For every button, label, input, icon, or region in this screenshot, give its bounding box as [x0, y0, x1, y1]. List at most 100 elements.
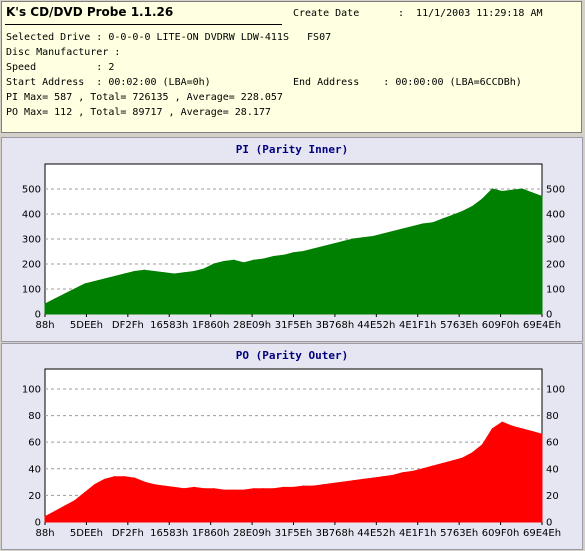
po-y-tick-left: 80 — [28, 411, 41, 422]
pi-x-tick-label: 28E09h — [233, 320, 271, 331]
pi-data-point — [491, 188, 493, 190]
po-y-tick-left: 40 — [28, 464, 41, 475]
pi-data-point — [302, 250, 305, 253]
po-data-point — [352, 480, 354, 482]
pi-data-point — [521, 188, 523, 190]
po-data-point — [372, 477, 374, 479]
pi-chart-title: PI (Parity Inner) — [235, 143, 349, 156]
pi-y-tick-right: 300 — [546, 235, 565, 246]
pi-data-point — [481, 198, 483, 200]
pi-data-point — [541, 195, 543, 198]
po-series-area — [44, 421, 543, 523]
pi-data-point — [253, 259, 255, 261]
po-data-point — [471, 452, 474, 454]
po-data-point — [213, 488, 215, 490]
pi-data-point — [193, 270, 195, 273]
pi-data-point — [263, 258, 265, 260]
pi-data-point — [74, 288, 76, 290]
pi-data-point — [282, 254, 285, 256]
title-divider — [5, 24, 282, 25]
pi-data-point — [442, 218, 444, 220]
pi-y-tick-left: 400 — [22, 210, 41, 221]
pi-x-tick-label: 69E4Eh — [523, 320, 561, 331]
po-x-tick-label: 88h — [35, 528, 54, 539]
po-chart-title: PO (Parity Outer) — [235, 349, 349, 362]
po-x-tick-label: 44E52h — [357, 528, 395, 539]
po-data-point — [392, 474, 394, 477]
po-data-point — [511, 425, 513, 427]
pi-summary: PI Max= 587 , Total= 726135 , Average= 2… — [6, 92, 283, 103]
po-data-point — [362, 478, 364, 481]
create-date-label: Create Date — [293, 8, 360, 19]
po-x-tick-label: 16583h — [150, 528, 188, 539]
pi-y-tick-left: 0 — [35, 310, 41, 321]
po-x-tick-label: 5763Eh — [440, 528, 478, 539]
po-data-point — [501, 421, 503, 423]
po-data-point — [104, 478, 106, 481]
po-data-point — [382, 476, 384, 478]
pi-data-point — [123, 273, 126, 275]
po-data-point — [193, 486, 195, 489]
pi-data-point — [233, 259, 235, 261]
pi-data-point — [312, 248, 314, 250]
app-title: K's CD/DVD Probe 1.1.26 — [6, 5, 174, 19]
po-x-tick-label: 1F860h — [192, 528, 230, 539]
pi-data-point — [511, 189, 513, 191]
po-data-point — [422, 468, 424, 470]
disc-manufacturer: Disc Manufacturer : — [6, 47, 121, 58]
po-data-point — [312, 485, 314, 487]
pi-data-point — [382, 233, 384, 235]
po-x-tick-label: 31F5Eh — [275, 528, 313, 539]
pi-y-tick-right: 0 — [546, 310, 552, 321]
pi-data-point — [352, 238, 354, 240]
info-panel: K's CD/DVD Probe 1.1.26 Create Date : 11… — [1, 1, 582, 133]
pi-y-tick-left: 300 — [22, 235, 41, 246]
po-data-point — [481, 444, 483, 446]
create-date-value: : 11/1/2003 11:29:18 AM — [398, 8, 543, 19]
po-data-point — [133, 477, 136, 479]
po-data-point — [322, 484, 324, 486]
po-data-point — [113, 476, 116, 478]
po-data-point — [461, 457, 464, 459]
pi-data-point — [471, 205, 474, 208]
pi-data-point — [163, 272, 165, 274]
pi-data-point — [84, 283, 86, 285]
pi-data-point — [183, 272, 185, 274]
po-data-point — [342, 481, 344, 483]
pi-data-point — [461, 210, 464, 213]
po-data-point — [44, 516, 46, 518]
pi-data-point — [402, 228, 404, 230]
po-data-point — [273, 488, 275, 490]
po-data-point — [432, 465, 434, 467]
pi-x-tick-label: 88h — [35, 320, 54, 331]
po-y-tick-right: 40 — [546, 464, 559, 475]
pi-data-point — [501, 190, 503, 193]
po-data-point — [302, 485, 305, 487]
po-chart-panel: PO (Parity Outer) 0 0 20 20 40 40 60 60 80 80 100 1… — [1, 343, 583, 550]
pi-data-point — [173, 273, 175, 275]
pi-x-tick-label: 5763Eh — [440, 320, 478, 331]
po-y-tick-right: 0 — [546, 518, 552, 529]
po-data-point — [491, 428, 493, 430]
pi-data-point — [292, 252, 295, 254]
pi-x-tick-label: 16583h — [150, 320, 188, 331]
po-data-point — [243, 489, 245, 491]
pi-chart: 0 0 100 100 200 200 300 300 400 400 500 500 88h 5DEEh… — [22, 163, 565, 331]
pi-data-point — [223, 260, 225, 263]
po-data-point — [282, 486, 285, 489]
po-data-point — [143, 481, 145, 483]
po-x-tick-label: DF2Fh — [112, 528, 144, 539]
po-y-tick-right: 80 — [546, 411, 559, 422]
po-summary: PO Max= 112 , Total= 89717 , Average= 28… — [6, 107, 271, 118]
pi-y-tick-left: 100 — [22, 285, 41, 296]
po-data-point — [332, 482, 334, 485]
pi-data-point — [94, 280, 96, 283]
pi-y-tick-left: 500 — [22, 185, 41, 196]
po-data-point — [253, 488, 255, 490]
pi-data-point — [153, 270, 155, 273]
po-chart: 0 0 20 20 40 40 60 60 80 80 100 100 88h 5DEEh DF2Fh 165… — [22, 368, 565, 539]
po-x-tick-label: 28E09h — [233, 528, 271, 539]
end-address: End Address : 00:00:00 (LBA=6CCDBh) — [293, 77, 522, 88]
pi-data-point — [273, 255, 275, 258]
po-data-point — [233, 489, 235, 491]
